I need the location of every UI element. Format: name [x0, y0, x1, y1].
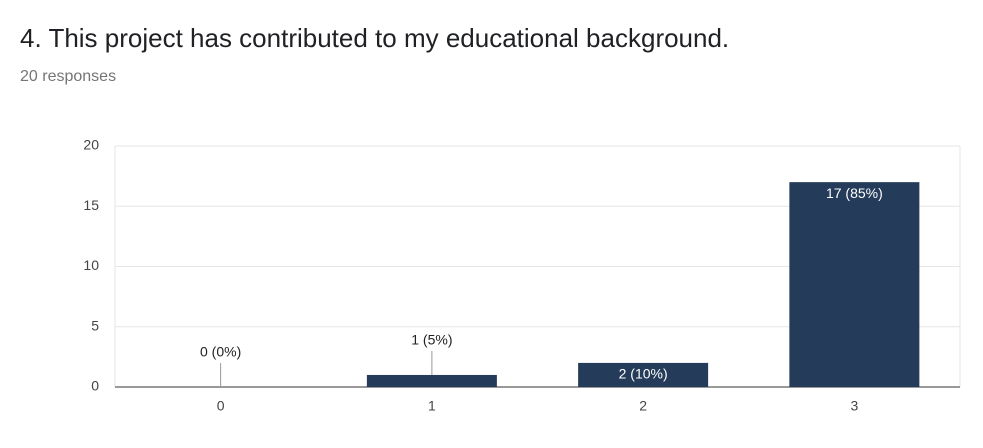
- bar: [366, 374, 497, 387]
- value-label: 0 (0%): [200, 344, 241, 360]
- x-tick-label: 2: [639, 398, 647, 414]
- bar: [789, 182, 920, 387]
- value-label: 17 (85%): [826, 185, 883, 201]
- value-label: 2 (10%): [619, 366, 668, 382]
- chart-title: 4. This project has contributed to my ed…: [20, 23, 729, 53]
- chart-subtitle: 20 responses: [20, 68, 116, 85]
- y-tick-label: 10: [83, 257, 99, 273]
- x-tick-label: 0: [217, 398, 225, 414]
- y-tick-label: 15: [83, 197, 99, 213]
- bar: [578, 362, 709, 387]
- x-tick-label: 3: [850, 398, 858, 414]
- x-tick-label: 1: [428, 398, 436, 414]
- value-label: 1 (5%): [411, 332, 452, 348]
- y-tick-label: 20: [83, 137, 99, 153]
- y-tick-label: 5: [91, 317, 99, 333]
- y-tick-label: 0: [91, 378, 99, 394]
